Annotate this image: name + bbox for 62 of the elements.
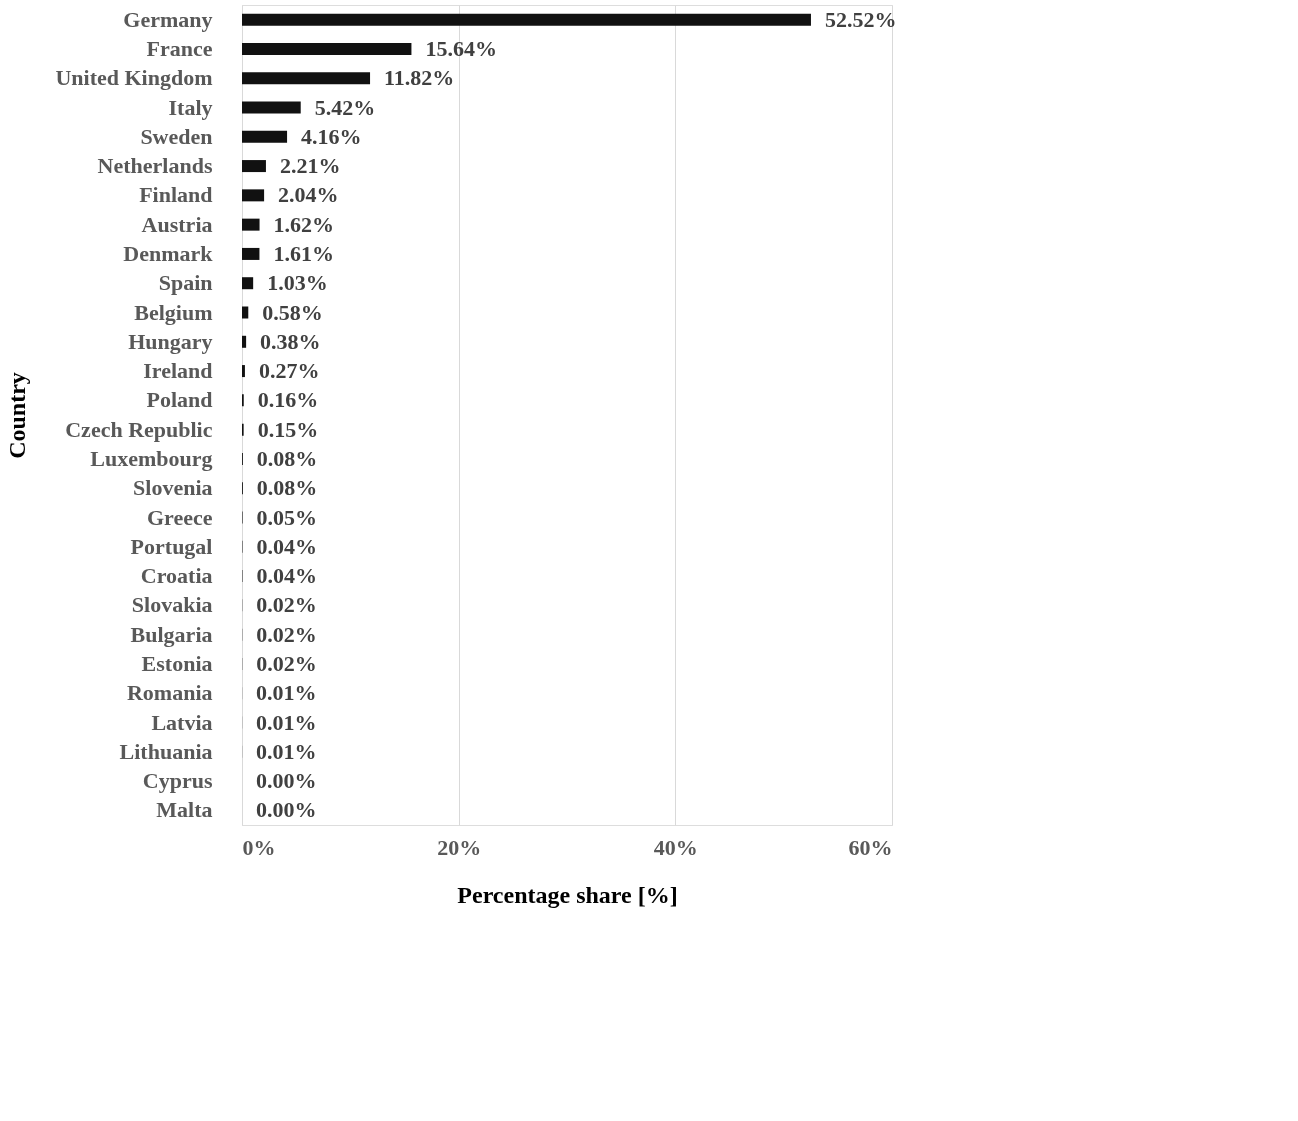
y-tick-label: Germany: [123, 6, 213, 32]
y-tick-label: Estonia: [141, 650, 213, 676]
y-tick-label: Croatia: [140, 563, 213, 589]
x-axis-title: Percentage share [%]: [457, 881, 678, 908]
data-label: 0.02%: [256, 650, 317, 676]
data-label: 0.04%: [256, 533, 317, 559]
data-label: 1.61%: [273, 240, 334, 266]
y-tick-label: Austria: [141, 211, 213, 237]
data-label: 0.08%: [256, 445, 318, 471]
y-tick-label: Czech Republic: [65, 416, 213, 442]
x-tick-label: 0%: [242, 834, 276, 860]
y-tick-label: Bulgaria: [130, 621, 213, 647]
y-tick-label: Slovenia: [133, 475, 213, 501]
data-label: 0.01%: [256, 738, 317, 764]
data-label: 0.08%: [256, 475, 318, 501]
data-label: 0.38%: [260, 328, 321, 354]
data-label: 0.02%: [256, 592, 317, 618]
data-label: 2.04%: [278, 182, 339, 208]
y-tick-label: United Kingdom: [55, 65, 213, 91]
x-tick-label: 40%: [653, 834, 698, 860]
y-tick-label: Lithuania: [119, 738, 213, 764]
y-tick-label: France: [146, 35, 213, 61]
y-tick-label: Luxembourg: [90, 445, 213, 471]
data-label: 0.01%: [256, 709, 317, 735]
data-label: 1.62%: [273, 211, 335, 237]
y-tick-label: Finland: [139, 182, 213, 208]
data-label: 52.52%: [824, 6, 897, 32]
y-tick-label: Poland: [146, 387, 213, 413]
y-tick-label: Romania: [126, 680, 213, 706]
y-tick-label: Malta: [156, 797, 213, 823]
y-tick-label: Cyprus: [142, 768, 213, 794]
data-label: 0.16%: [257, 387, 319, 413]
data-label: 1.03%: [267, 270, 328, 296]
y-tick-label: Latvia: [151, 709, 213, 735]
y-tick-label: Greece: [146, 504, 213, 530]
y-tick-label: Denmark: [123, 240, 214, 266]
data-label: 4.16%: [301, 123, 362, 149]
data-label: 0.00%: [256, 768, 317, 794]
y-tick-label: Spain: [158, 270, 213, 296]
y-tick-label: Ireland: [143, 358, 213, 384]
y-tick-label: Netherlands: [97, 153, 213, 179]
data-label: 0.15%: [257, 416, 319, 442]
data-label: 0.58%: [262, 299, 323, 325]
x-tick-label: 20%: [437, 834, 482, 860]
data-label: 0.05%: [256, 504, 318, 530]
y-tick-label: Slovakia: [131, 592, 213, 618]
data-label: 2.21%: [279, 153, 341, 179]
data-label: 0.04%: [256, 563, 317, 589]
data-label: 15.64%: [425, 35, 497, 61]
y-tick-label: Belgium: [134, 299, 213, 325]
y-tick-label: Italy: [168, 94, 213, 120]
y-axis-title: Country: [4, 372, 31, 459]
data-label: 0.01%: [256, 680, 317, 706]
y-tick-label: Hungary: [128, 328, 213, 354]
data-label: 0.00%: [256, 797, 317, 823]
data-label: 5.42%: [314, 94, 376, 120]
y-tick-label: Sweden: [140, 123, 213, 149]
x-tick-label: 60%: [848, 834, 893, 860]
y-tick-label: Portugal: [130, 533, 213, 559]
data-label: 0.27%: [258, 358, 320, 384]
data-label: 11.82%: [384, 65, 455, 91]
data-label: 0.02%: [256, 621, 317, 647]
